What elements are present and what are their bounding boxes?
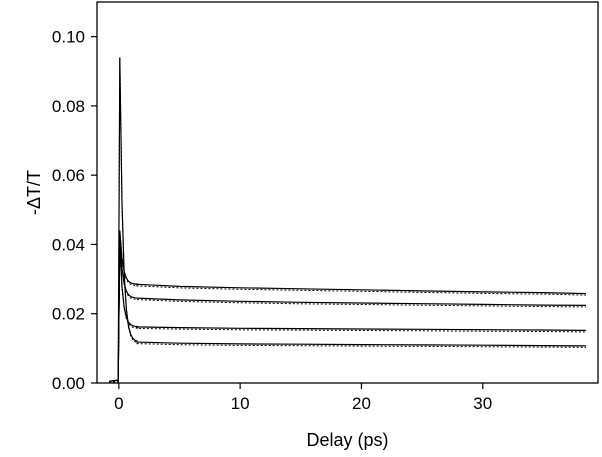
y-tick-label: 0.10 — [52, 28, 85, 47]
plot-frame — [96, 1, 599, 384]
y-axis-label: -ΔT/T — [24, 170, 44, 215]
series-fit-line — [109, 245, 586, 384]
x-tick-label: 10 — [231, 394, 250, 413]
y-tick-label: 0.02 — [52, 305, 85, 324]
x-tick-label: 0 — [114, 394, 123, 413]
series-line — [109, 57, 586, 382]
x-tick-label: 20 — [352, 394, 371, 413]
series-line — [109, 230, 586, 382]
series-line — [109, 237, 586, 382]
y-tick-label: 0.06 — [52, 166, 85, 185]
y-tick-label: 0.04 — [52, 235, 85, 254]
series-line — [109, 244, 586, 382]
series-fit-line — [109, 238, 586, 384]
x-tick-label: 30 — [473, 394, 492, 413]
y-axis: 0.00 0.02 0.04 0.06 0.08 0.10 — [52, 28, 97, 393]
series-fit-line — [109, 58, 586, 384]
series-fit-line — [109, 232, 586, 384]
x-axis-label: Delay (ps) — [306, 430, 388, 450]
x-axis: 0 10 20 30 — [114, 383, 492, 413]
y-tick-label: 0.00 — [52, 374, 85, 393]
y-tick-label: 0.08 — [52, 97, 85, 116]
plot-area — [109, 57, 586, 384]
